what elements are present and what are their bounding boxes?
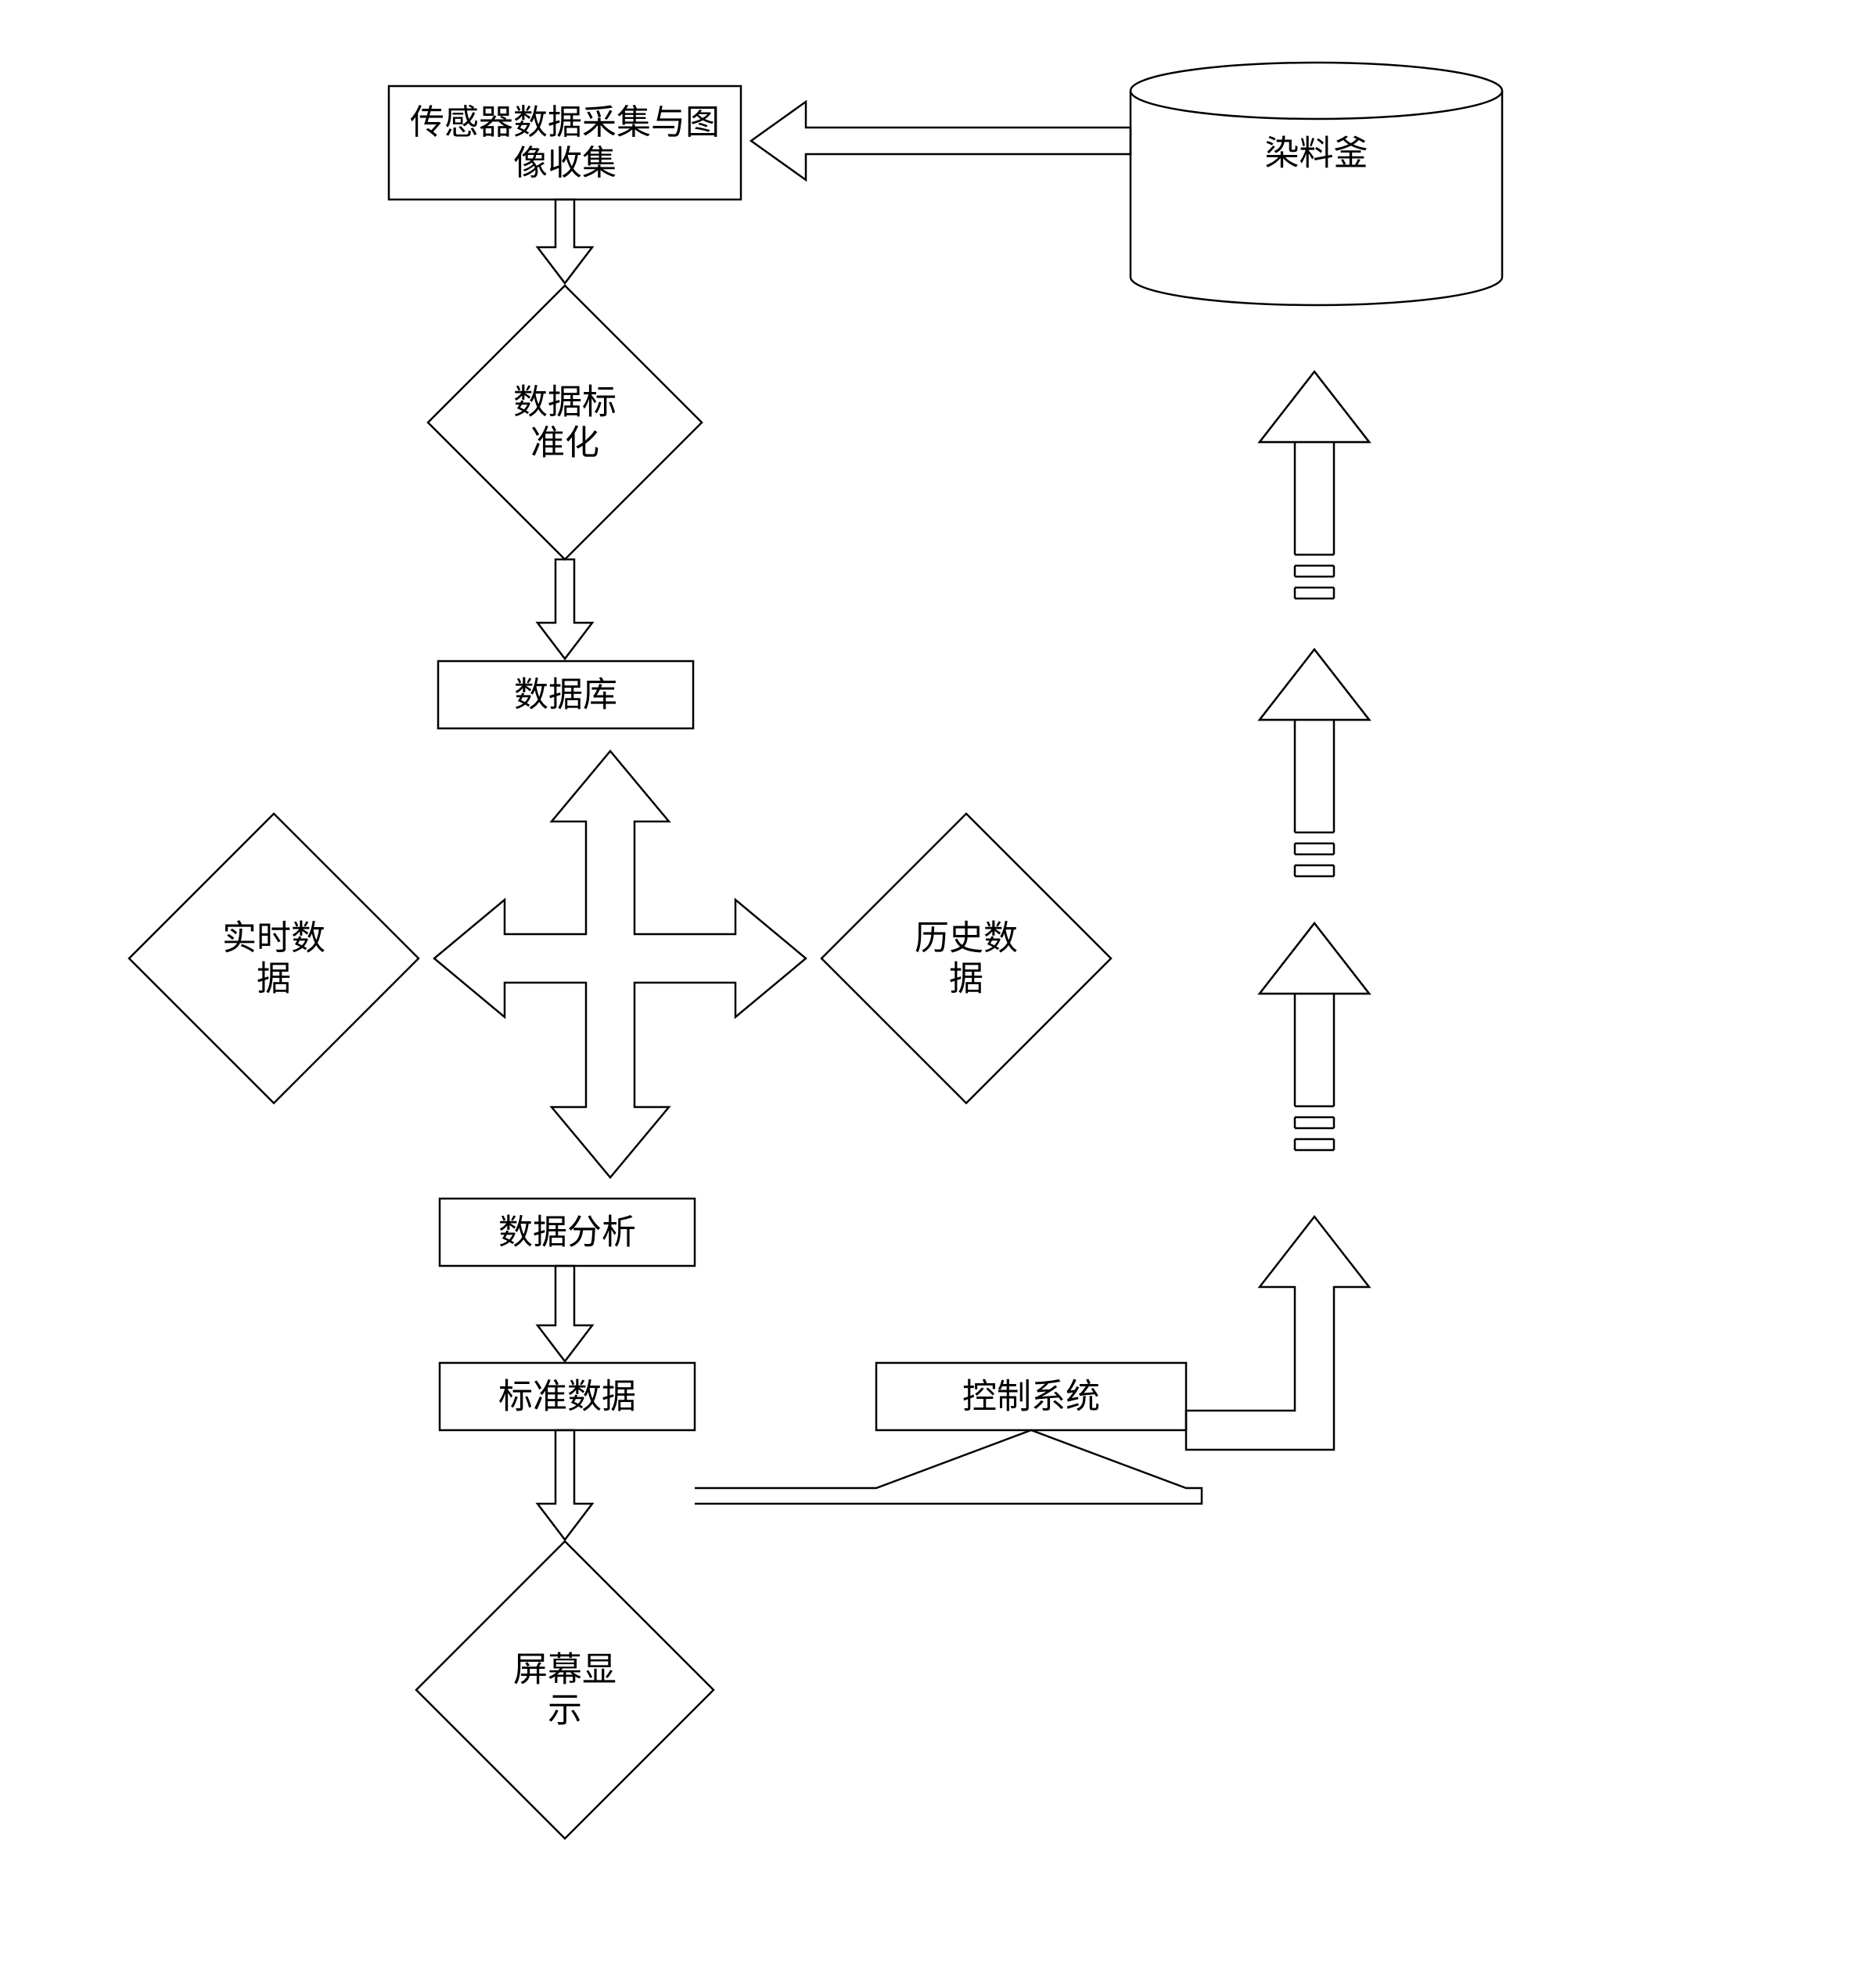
node-display <box>416 1541 714 1839</box>
node-control-label: 控制系统 <box>962 1378 1100 1416</box>
node-display-label: 示 <box>548 1691 582 1729</box>
arrow-normalize-to-database <box>537 559 592 659</box>
node-analysis-label: 数据分析 <box>498 1213 636 1252</box>
node-history <box>821 814 1111 1103</box>
node-sensor-label: 传感器数据采集与图 <box>410 103 720 142</box>
arrow-dashed-up-2-head <box>1260 923 1369 994</box>
arrow-control-elbow-up <box>1186 1217 1369 1450</box>
node-realtime <box>129 814 419 1103</box>
arrow-dashed-up-1-head <box>1260 649 1369 720</box>
arrow-cylinder-to-sensor <box>751 102 1131 180</box>
node-standard-label: 标准数据 <box>498 1378 636 1416</box>
node-normalize-label: 准化 <box>530 423 599 462</box>
node-display-label: 屏幕显 <box>513 1651 617 1689</box>
arrow-sensor-to-normalize <box>537 200 592 283</box>
arrow-standard-to-display <box>537 1430 592 1540</box>
node-realtime-label: 据 <box>257 959 291 998</box>
node-cylinder-top <box>1131 63 1502 119</box>
node-cylinder-label: 染料釜 <box>1265 135 1368 173</box>
node-normalize <box>428 286 702 559</box>
node-realtime-label: 实时数 <box>222 919 325 958</box>
node-history-label: 历史数 <box>915 919 1018 958</box>
node-history-label: 据 <box>949 959 983 998</box>
node-database-label: 数据库 <box>514 676 617 714</box>
node-sensor-label: 像收集 <box>513 144 617 182</box>
connector-standard-to-control <box>695 1430 1202 1504</box>
arrow-analysis-to-standard <box>537 1266 592 1361</box>
arrow-four-way <box>434 751 806 1177</box>
node-normalize-label: 数据标 <box>513 383 617 422</box>
flowchart-svg: 传感器数据采集与图像收集染料釜数据标准化数据库实时数据历史数据数据分析标准数据控… <box>0 0 1855 1988</box>
arrow-dashed-up-0-head <box>1260 372 1369 442</box>
flowchart-canvas: 传感器数据采集与图像收集染料釜数据标准化数据库实时数据历史数据数据分析标准数据控… <box>0 0 1855 1988</box>
